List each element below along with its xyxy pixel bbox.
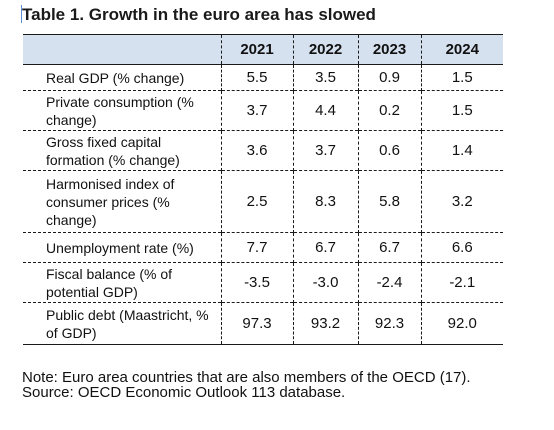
table-row: Fiscal balance (% of potential GDP) -3.5… — [23, 262, 503, 303]
row-label: Unemployment rate (%) — [46, 239, 194, 256]
table-cell: 6.7 — [292, 232, 358, 263]
table-row: Private consumption (% change) 3.7 4.4 0… — [23, 90, 503, 131]
table-cell: 97.3 — [220, 302, 293, 345]
table-cell: -2.4 — [357, 262, 421, 303]
table-cell: -3.0 — [292, 262, 358, 303]
column-header: 2024 — [420, 34, 503, 65]
text-cursor — [21, 5, 22, 23]
table-cell: 93.2 — [292, 302, 358, 345]
column-header: 2022 — [292, 34, 358, 65]
table-cell: 4.4 — [292, 90, 358, 131]
row-label: Private consumption (% change) — [46, 93, 194, 128]
table-title: Table 1. Growth in the euro area has slo… — [21, 5, 376, 25]
header-label-cell — [23, 34, 221, 65]
column-header: 2023 — [357, 34, 421, 65]
note-text: Note: Euro area countries that are also … — [22, 369, 471, 386]
table-cell: 1.5 — [420, 64, 503, 91]
table-cell: 3.7 — [220, 90, 293, 131]
table-cell: 92.0 — [420, 302, 503, 345]
table-cell: 0.2 — [357, 90, 421, 131]
table-cell: 7.7 — [220, 232, 293, 263]
table-cell: 6.7 — [357, 232, 421, 263]
row-label: Fiscal balance (% of potential GDP) — [46, 265, 173, 300]
table-cell: 92.3 — [357, 302, 421, 345]
row-label: Public debt (Maastricht, % of GDP) — [46, 306, 209, 341]
table-cell: 5.8 — [357, 170, 421, 233]
table-cell: 8.3 — [292, 170, 358, 233]
column-header: 2021 — [220, 34, 293, 65]
table-cell: 1.4 — [420, 130, 503, 171]
table-cell: 0.9 — [357, 64, 421, 91]
row-label: Gross fixed capital formation (% change) — [46, 133, 180, 168]
table-cell: 1.5 — [420, 90, 503, 131]
table-cell: 0.6 — [357, 130, 421, 171]
table-footnote: Note: Euro area countries that are also … — [22, 370, 522, 400]
source-text: Source: OECD Economic Outlook 113 databa… — [22, 384, 346, 401]
table-cell: 3.5 — [292, 64, 358, 91]
table-row: Harmonised index of consumer prices (% c… — [23, 170, 503, 233]
table-cell: 3.6 — [220, 130, 293, 171]
table-cell: 3.2 — [420, 170, 503, 233]
table-cell: -2.1 — [420, 262, 503, 303]
header-row: 2021 2022 2023 2024 — [23, 34, 503, 65]
table-cell: 2.5 — [220, 170, 293, 233]
table-cell: 3.7 — [292, 130, 358, 171]
table-title-text: Table 1. Growth in the euro area has slo… — [22, 5, 376, 24]
table-row: Public debt (Maastricht, % of GDP) 97.3 … — [23, 302, 503, 345]
row-label: Real GDP (% change) — [46, 69, 185, 86]
table-cell: 6.6 — [420, 232, 503, 263]
table-row: Unemployment rate (%) 7.7 6.7 6.7 6.6 — [23, 232, 503, 263]
table-cell: -3.5 — [220, 262, 293, 303]
table-row: Gross fixed capital formation (% change)… — [23, 130, 503, 171]
table-row: Real GDP (% change) 5.5 3.5 0.9 1.5 — [23, 64, 503, 91]
row-label: Harmonised index of consumer prices (% c… — [46, 175, 175, 228]
table-cell: 5.5 — [220, 64, 293, 91]
data-table: 2021 2022 2023 2024 Real GDP (% change) … — [23, 34, 503, 345]
